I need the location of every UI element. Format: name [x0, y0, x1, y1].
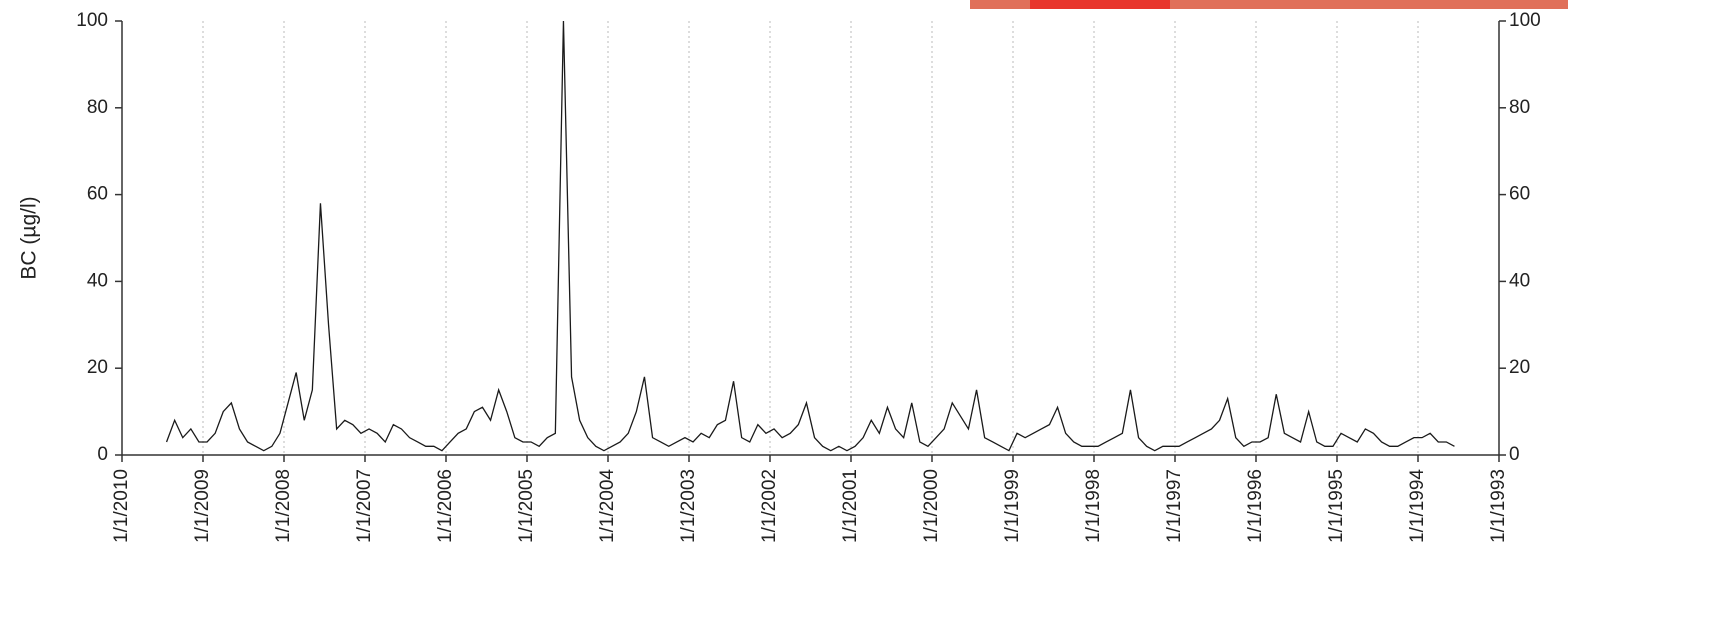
- photo-strip: [970, 0, 1568, 9]
- y-tick-label: 20: [87, 357, 108, 378]
- y2-tick-label: 20: [1509, 357, 1530, 378]
- x-tick-label: 1/1/2010: [111, 469, 132, 543]
- x-tick-label: 1/1/2005: [516, 469, 537, 543]
- y2-tick-label: 60: [1509, 184, 1530, 205]
- x-tick-label: 1/1/1994: [1407, 469, 1428, 543]
- y2-tick-label: 0: [1509, 444, 1520, 465]
- data-line: [165, 20, 1455, 452]
- x-tick-label: 1/1/1993: [1488, 469, 1509, 543]
- y-axis-label: BC (µg/l): [18, 196, 41, 279]
- y2-tick-label: 80: [1509, 97, 1530, 118]
- x-tick-label: 1/1/1999: [1002, 469, 1023, 543]
- x-tick-label: 1/1/2000: [921, 469, 942, 543]
- x-tick-label: 1/1/1996: [1245, 469, 1266, 543]
- x-tick-label: 1/1/2003: [678, 469, 699, 543]
- x-tick-label: 1/1/2009: [192, 469, 213, 543]
- x-tick-label: 1/1/2007: [354, 469, 375, 543]
- photo-strip: [1030, 0, 1170, 9]
- y-tick-label: 80: [87, 97, 108, 118]
- x-tick-label: 1/1/1998: [1083, 469, 1104, 543]
- x-tick-label: 1/1/1995: [1326, 469, 1347, 543]
- x-tick-label: 1/1/1997: [1164, 469, 1185, 543]
- x-tick-label: 1/1/2008: [273, 469, 294, 543]
- x-tick-label: 1/1/2004: [597, 469, 618, 543]
- y2-tick-label: 40: [1509, 270, 1530, 291]
- y2-tick-label: 100: [1509, 10, 1541, 31]
- x-tick-label: 1/1/2002: [759, 469, 780, 543]
- x-tick-label: 1/1/2006: [435, 469, 456, 543]
- y-tick-label: 60: [87, 184, 108, 205]
- y-tick-label: 40: [87, 270, 108, 291]
- x-tick-label: 1/1/2001: [840, 469, 861, 543]
- y-tick-label: 0: [97, 444, 108, 465]
- y-tick-label: 100: [76, 10, 108, 31]
